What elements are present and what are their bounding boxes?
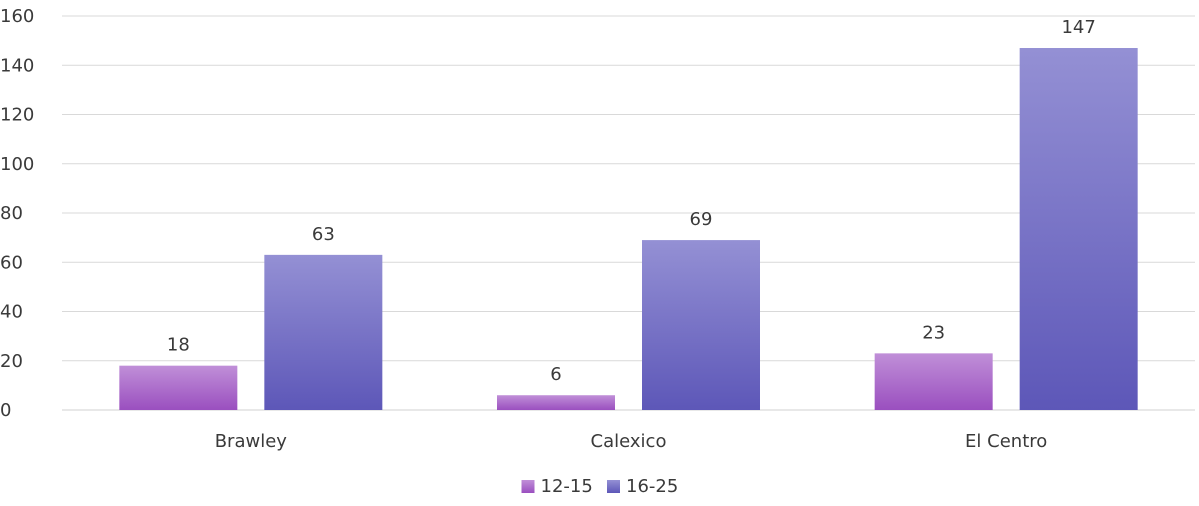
y-tick-label: 40 <box>0 302 23 323</box>
y-tick-label: 120 <box>0 105 34 126</box>
bar-brawley-16-25 <box>264 254 383 410</box>
legend-swatch-16-25 <box>607 480 620 493</box>
y-tick-label: 0 <box>0 400 11 421</box>
y-axis-ticks: 0 20 40 60 80 100 120 140 160 <box>0 6 34 421</box>
bars <box>119 48 1138 410</box>
legend-swatch-12-15 <box>521 480 535 493</box>
data-label: 63 <box>312 224 335 245</box>
x-tick-label: El Centro <box>965 431 1047 452</box>
data-label: 23 <box>922 322 945 343</box>
y-tick-label: 140 <box>0 55 34 76</box>
legend-label: 16-25 <box>626 476 678 497</box>
legend-label: 12-15 <box>541 476 593 497</box>
y-tick-label: 20 <box>0 351 23 372</box>
data-label: 18 <box>167 335 190 356</box>
bar-el-centro-12-15 <box>874 353 993 410</box>
bar-calexico-16-25 <box>642 240 760 410</box>
bar-el-centro-16-25 <box>1019 48 1138 410</box>
y-tick-label: 60 <box>0 252 23 273</box>
gridlines <box>62 15 1195 411</box>
y-tick-label: 80 <box>0 203 23 224</box>
x-axis-ticks: Brawley Calexico El Centro <box>215 431 1048 452</box>
y-tick-label: 160 <box>0 6 34 27</box>
data-label: 147 <box>1061 17 1095 38</box>
legend: 12-15 16-25 <box>521 476 678 497</box>
bar-brawley-12-15 <box>119 365 238 410</box>
x-tick-label: Brawley <box>215 431 288 452</box>
data-label: 69 <box>690 209 713 230</box>
bar-calexico-12-15 <box>497 395 615 410</box>
data-labels: 18 63 6 69 23 147 <box>167 17 1096 385</box>
data-label: 6 <box>550 364 561 385</box>
y-tick-label: 100 <box>0 154 34 175</box>
x-tick-label: Calexico <box>591 431 667 452</box>
